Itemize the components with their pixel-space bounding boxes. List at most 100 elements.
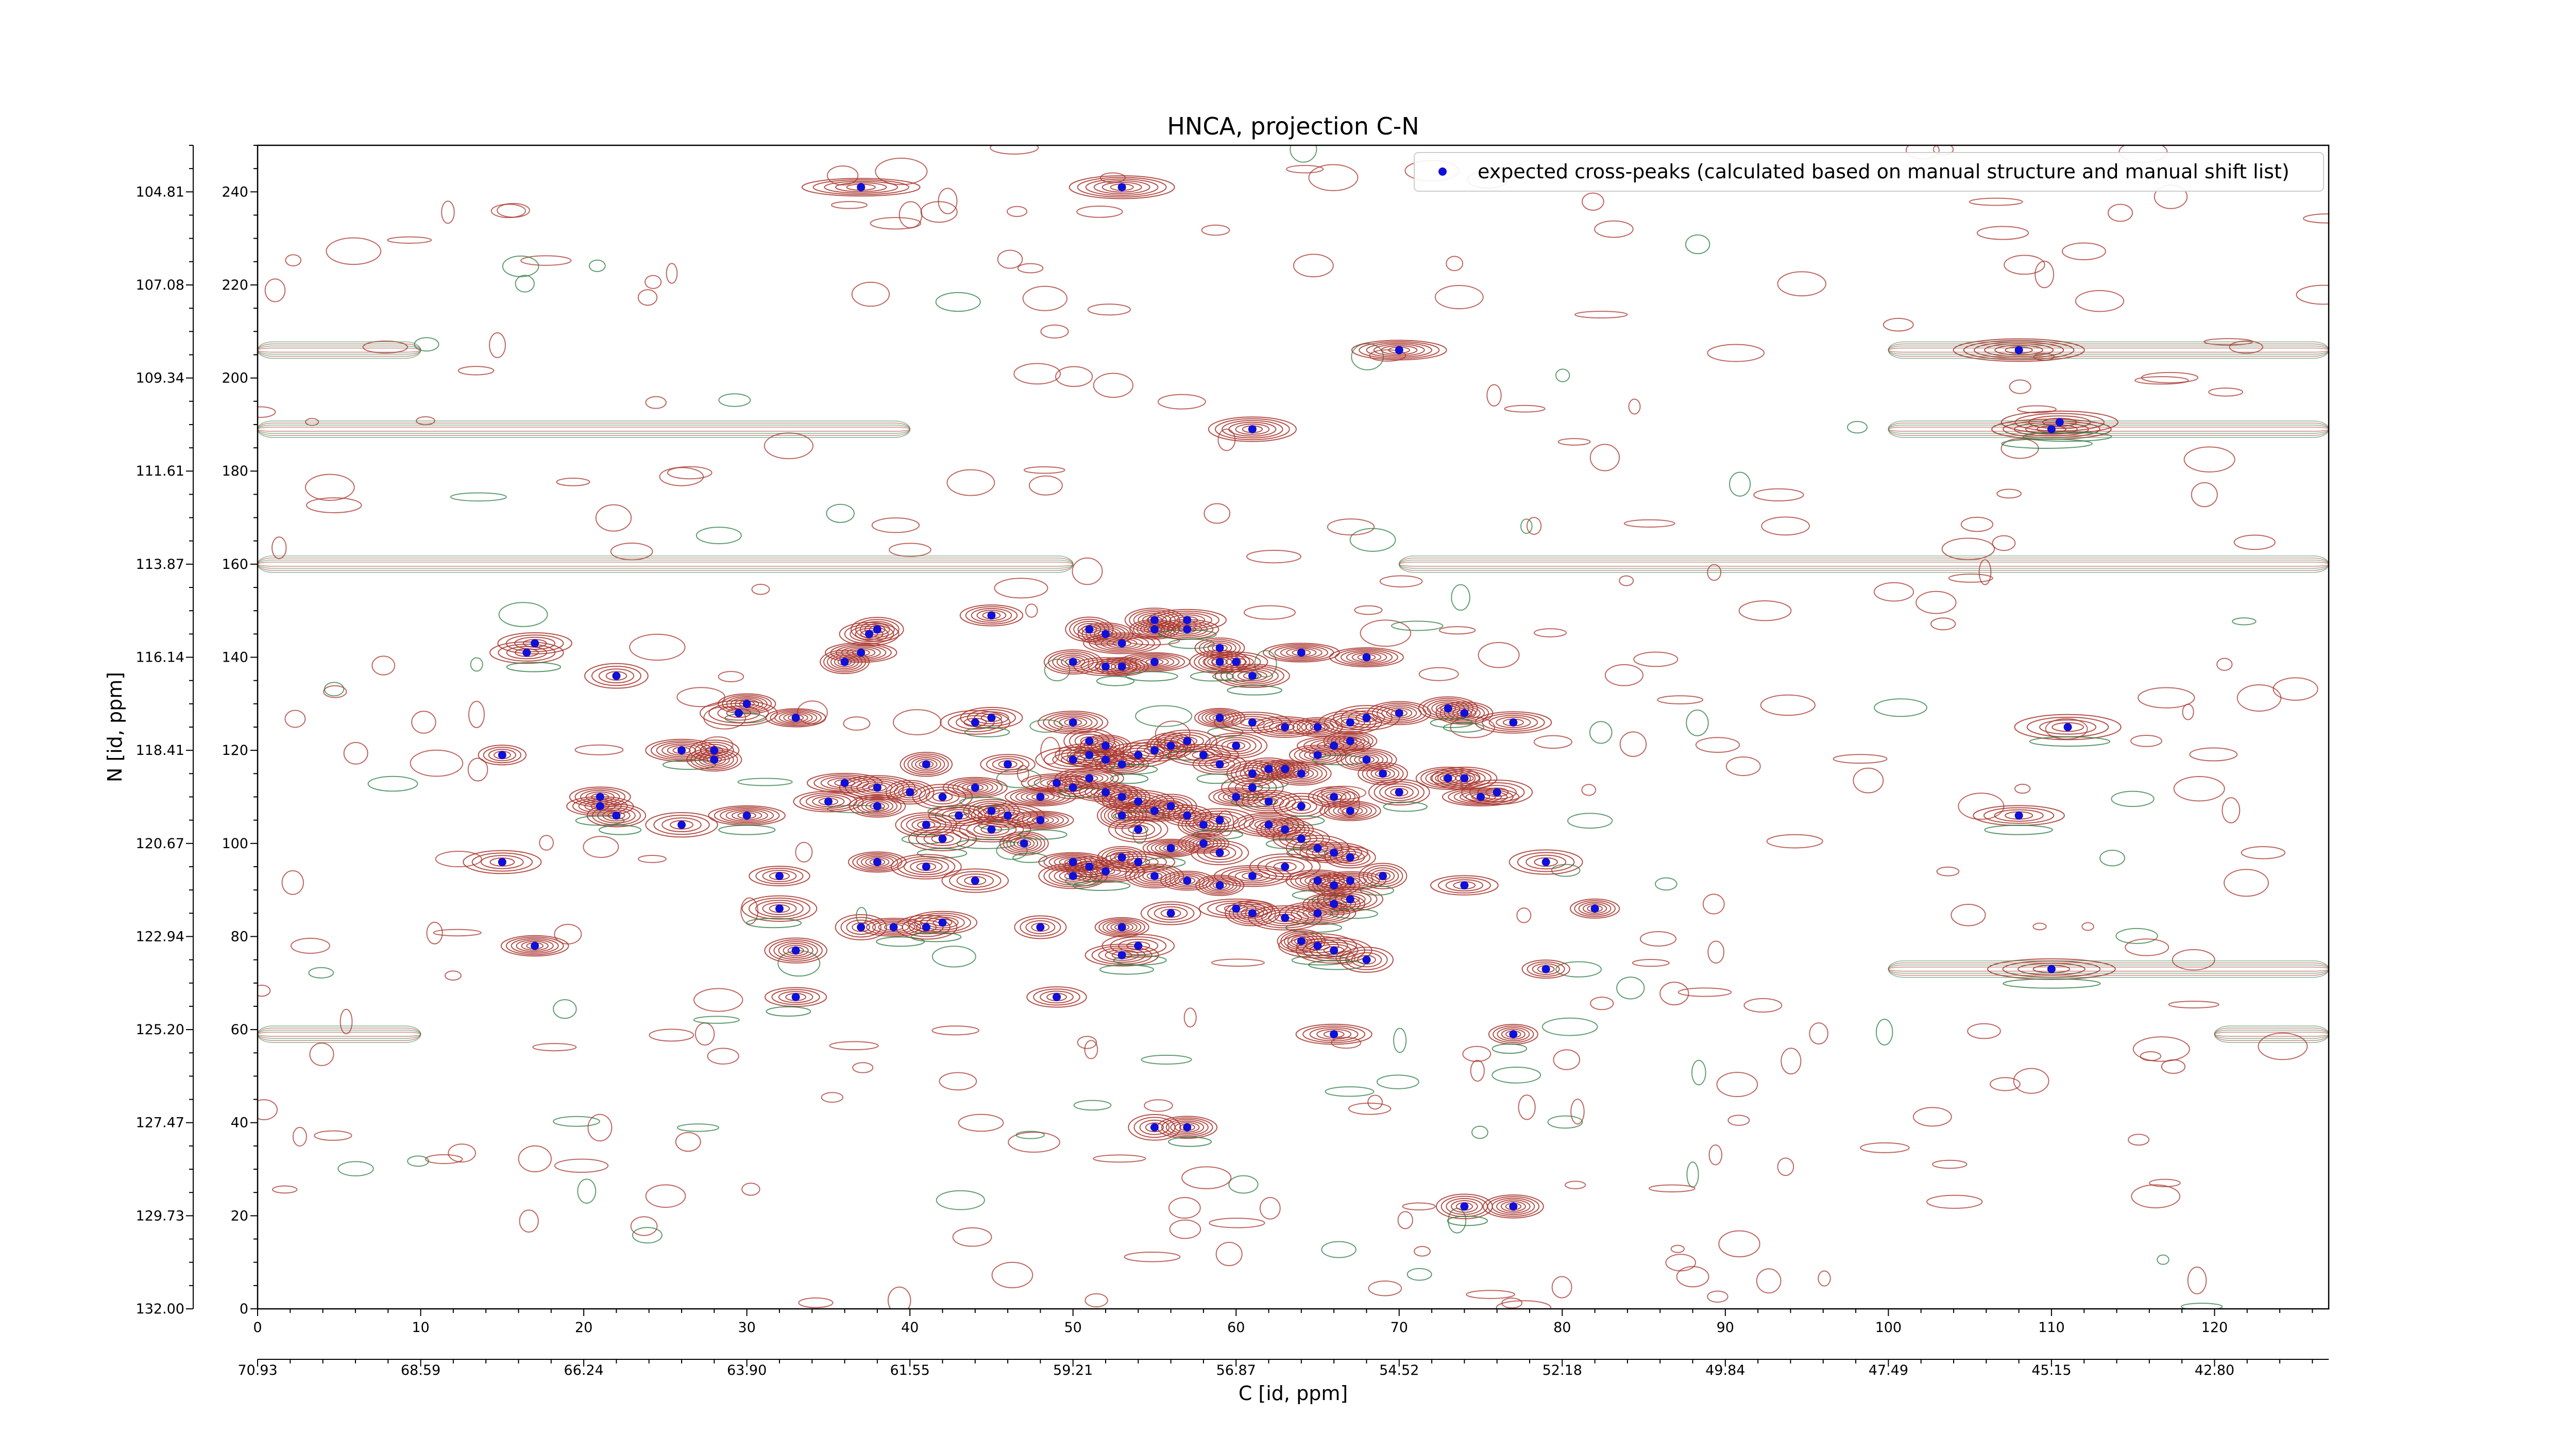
peak-contour [1963,340,2075,361]
peak-contour [1205,712,1234,724]
peak-contour [1089,634,1155,653]
noise-contour [1022,285,1068,311]
peak-contour [1278,933,1357,958]
peak-contour [959,604,1024,627]
noise-contour [1446,256,1464,272]
peak-contour [741,895,818,922]
peak-contour [1574,900,1616,917]
peak-contour [1306,844,1363,862]
x-ppm-tick-label: 59.21 [1053,1362,1093,1378]
noise-contour [931,1025,979,1036]
peak-contour [1335,735,1366,747]
noise-contour [1006,206,1028,217]
peak-contour [801,178,921,197]
peak-contour [1340,650,1393,665]
peak-contour [967,709,1016,727]
noise-contour [1960,516,1994,532]
y-ppm-tick-label: 118.41 [136,743,184,759]
expected-peak [1134,797,1143,806]
peak-contour [971,608,1012,623]
peak-contour [812,796,845,807]
peak-contour [1170,734,1204,748]
noise-contour [1930,617,1956,631]
peak-contour [1169,614,1206,626]
peak-contour [1247,905,1323,931]
noise-contour [532,1043,577,1052]
negative-contour [506,662,562,672]
noise-contour [875,158,928,186]
peak-contour [1268,912,1302,924]
peak-contour [974,711,1009,724]
peak-contour [1469,782,1525,802]
noise-contour [1354,605,1383,615]
peak-contour [764,987,827,1007]
noise-contour [718,393,751,407]
noise-contour [629,633,686,661]
peak-contour [1265,859,1305,874]
peak-contour [778,991,814,1003]
noise-contour [795,841,813,863]
noise-contour [1676,1266,1709,1288]
peak-contour [1308,786,1360,807]
noise-contour [1833,754,1888,764]
streak-contour [258,420,910,438]
expected-peak [1460,881,1469,890]
peak-contour [1384,785,1414,799]
noise-contour [751,583,770,595]
peak-contour [824,180,899,194]
peak-contour [586,803,647,828]
expected-peak [1101,867,1110,875]
peak-contour [1170,873,1205,888]
peak-contour [1290,871,1345,890]
peak-contour [1312,845,1357,860]
negative-contour [2022,431,2112,442]
noise-contour [2107,204,2133,222]
expected-peak [1330,742,1338,750]
noise-contour [1008,1132,1060,1153]
expected-peak [1313,941,1322,950]
noise-contour [1379,575,1423,587]
peak-contour [1203,641,1236,655]
peak-contour [1100,804,1144,827]
noise-contour [2273,677,2318,701]
y-index-tick-label: 0 [240,1301,248,1317]
expected-peak [1362,653,1371,662]
peak-contour [1128,824,1149,835]
noise-contour [1570,1099,1585,1125]
noise-contour [264,278,286,302]
peak-contour [1065,616,1114,643]
peak-contour [1983,807,2055,824]
noise-contour [2168,1000,2219,1009]
noise-contour [1201,224,1230,236]
expected-peak [1313,723,1322,731]
noise-contour [284,710,306,728]
noise-contour [588,259,606,272]
peak-contour [1386,707,1413,719]
noise-contour [1181,1166,1232,1189]
noise-contour [2157,1254,2170,1265]
peak-contour [498,644,556,662]
peak-contour [1493,1025,1534,1043]
peak-contour [1521,959,1570,979]
peak-contour [2025,424,2078,435]
noise-contour [1434,284,1484,310]
peak-contour [1165,1119,1209,1136]
noise-contour [2191,482,2218,508]
y-index-tick-label: 20 [231,1208,248,1224]
noise-contour [2161,1059,2186,1074]
negative-contour [1984,824,2053,835]
noise-contour [831,201,868,209]
peak-contour [1327,732,1374,750]
peak-contour [1295,1023,1372,1045]
noise-contour [1875,1018,1893,1046]
peak-contour [1263,719,1307,735]
noise-contour [1368,1280,1402,1296]
peak-contour [1338,736,1362,746]
expected-peak [1460,774,1469,783]
noise-contour [489,332,506,358]
noise-contour [1406,1268,1432,1281]
noise-contour [387,236,432,244]
peak-contour [765,708,826,728]
expected-peak [1248,872,1257,881]
